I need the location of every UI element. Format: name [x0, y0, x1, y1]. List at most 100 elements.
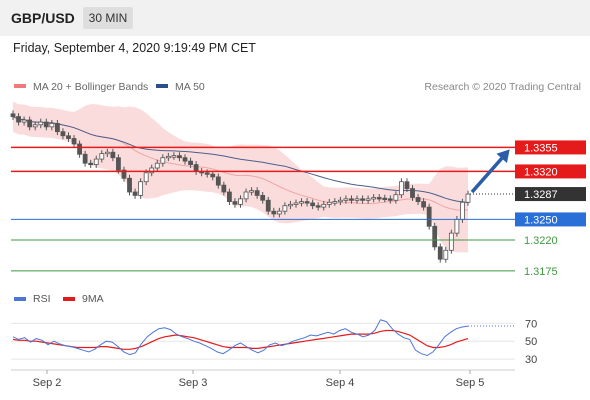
candle-body	[265, 199, 271, 212]
candle-body	[432, 225, 438, 248]
candle-body	[171, 155, 177, 158]
candle-body	[43, 121, 49, 128]
level-label-1: 1.3320	[524, 166, 558, 178]
candle-body	[221, 184, 227, 193]
candle-body	[104, 151, 110, 155]
candle-body	[465, 193, 471, 203]
candle-body	[215, 176, 221, 186]
x-tick-label-1: Sep 3	[179, 377, 208, 389]
rsi-9ma-line	[12, 329, 469, 350]
candle-body	[193, 164, 199, 172]
price-legend: MA 20 + Bollinger Bands MA 50 Research ©…	[14, 81, 581, 93]
candle-body	[121, 169, 127, 179]
x-tick-label-2: Sep 4	[326, 377, 355, 389]
candle-body	[271, 210, 277, 215]
candle-body	[310, 202, 316, 207]
candle-body	[204, 172, 210, 175]
candle-body	[38, 121, 44, 126]
legend-label-rsi: RSI	[33, 293, 51, 305]
candle-body	[421, 201, 427, 208]
price-levels: 1.3355 1.3320 1.3287 1.3250 1.3220 1.3175	[11, 140, 586, 278]
rsi-tick-label-2: 30	[525, 354, 537, 366]
candle-body	[337, 199, 343, 203]
candle-body	[376, 197, 382, 200]
candle-body	[332, 201, 338, 204]
x-axis: Sep 2 Sep 3 Sep 4 Sep 5	[11, 369, 515, 389]
candle-body	[460, 201, 465, 220]
candle-body	[437, 246, 443, 260]
candle-body	[365, 198, 371, 201]
forecast-arrow-shaft	[470, 151, 509, 194]
candle-body	[354, 198, 360, 201]
x-tick-label-0: Sep 2	[33, 377, 62, 389]
price-plot	[10, 101, 471, 263]
candle-body	[260, 195, 266, 201]
level-label-5: 1.3175	[524, 266, 558, 278]
candle-body	[387, 198, 393, 201]
level-label-4: 1.3220	[524, 235, 558, 247]
candle-body	[426, 206, 432, 227]
level-label-bg-2	[515, 187, 586, 202]
candle-body	[349, 198, 354, 201]
candle-body	[71, 138, 77, 145]
candle-body	[77, 143, 82, 155]
candle-body	[93, 158, 99, 165]
level-label-bg-1	[515, 164, 586, 179]
legend-label-ma20: MA 20 + Bollinger Bands	[33, 81, 148, 93]
level-label-bg-3	[515, 212, 586, 227]
candle-body	[448, 232, 454, 251]
candle-body	[227, 191, 232, 203]
rsi-legend: RSI 9MA	[14, 293, 104, 305]
candle-body	[238, 198, 243, 205]
candle-body	[360, 198, 365, 201]
legend-label-9ma: 9MA	[82, 293, 104, 305]
candle-body	[149, 167, 155, 174]
candle-body	[160, 157, 166, 164]
legend-swatch-9ma	[63, 297, 75, 301]
candle-body	[321, 203, 327, 208]
candle-body	[138, 181, 144, 196]
candle-body	[116, 157, 121, 171]
candle-body	[143, 172, 149, 183]
candle-body	[16, 116, 21, 123]
candle-body	[276, 210, 282, 215]
candle-body	[410, 188, 415, 198]
timeframe-badge[interactable]: 30 MIN	[83, 7, 133, 29]
candle-body	[165, 155, 171, 159]
x-tick-label-3: Sep 5	[456, 377, 485, 389]
legend-label-ma50: MA 50	[175, 81, 205, 93]
candle-body	[454, 219, 460, 234]
candle-body	[404, 181, 410, 189]
candle-body	[393, 194, 399, 201]
candle-body	[254, 190, 260, 196]
rsi-line	[12, 319, 469, 357]
candle-body	[54, 123, 60, 133]
copyright-text: Research © 2020 Trading Central	[424, 81, 581, 93]
candle-body	[343, 198, 349, 201]
level-label-0: 1.3355	[524, 142, 558, 154]
rsi-plot: 70 50 30	[11, 318, 537, 366]
legend-swatch-ma50	[156, 84, 168, 88]
candle-body	[282, 205, 288, 212]
legend-swatch-ma20	[14, 84, 26, 88]
candle-body	[21, 119, 27, 123]
candle-body	[49, 123, 55, 128]
candle-body	[443, 249, 449, 260]
ma50-line	[12, 116, 469, 203]
candle-body	[177, 155, 182, 159]
candle-body	[249, 190, 254, 193]
top-bar: GBP/USD 30 MIN	[0, 0, 590, 36]
candle-body	[232, 201, 238, 205]
candle-body	[415, 197, 421, 203]
rsi-tick-label-1: 50	[525, 336, 537, 348]
candle-body	[110, 151, 116, 159]
candle-body	[88, 162, 94, 166]
bollinger-band	[13, 101, 468, 253]
candle-body	[382, 197, 388, 201]
level-label-bg-0	[515, 140, 586, 155]
symbol-title: GBP/USD	[11, 10, 75, 26]
candle-body	[188, 160, 193, 165]
candle-body	[66, 135, 71, 139]
candle-body	[27, 119, 33, 128]
